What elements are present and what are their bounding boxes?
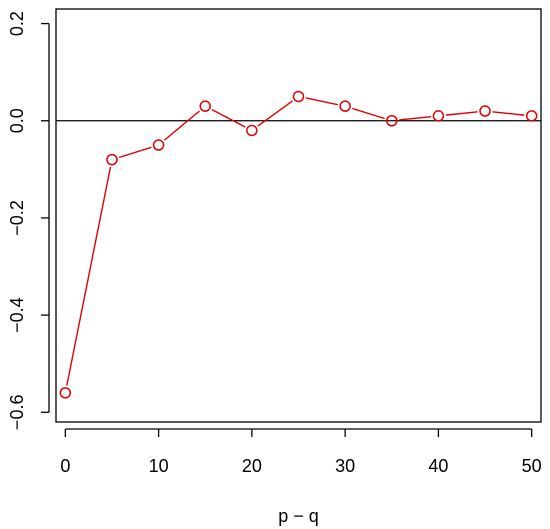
data-point — [106, 153, 118, 166]
series-segment — [163, 110, 200, 141]
data-point — [525, 110, 538, 122]
data-point — [152, 139, 165, 151]
plot-area-frame — [55, 8, 542, 423]
y-tick-label: −0.4 — [7, 297, 27, 333]
y-tick-label: −0.6 — [7, 395, 27, 431]
series-segment — [399, 115, 432, 121]
x-axis-label: p − q — [278, 506, 319, 526]
series-segment — [211, 109, 246, 128]
data-point — [59, 387, 72, 399]
series-segment — [492, 111, 525, 116]
series-layer — [59, 90, 538, 399]
x-tick-label: 20 — [242, 456, 262, 476]
data-point — [386, 115, 398, 127]
data-point — [246, 124, 258, 137]
series-segment — [66, 166, 112, 386]
series-segment — [445, 111, 478, 116]
series-segment — [257, 100, 293, 127]
data-point — [432, 110, 445, 122]
series-segment — [352, 107, 385, 120]
data-point — [292, 90, 305, 103]
y-tick-label: 0.2 — [7, 11, 27, 36]
data-point — [199, 100, 211, 112]
y-tick-label: 0.0 — [7, 108, 27, 133]
x-axis: 0 10 20 30 40 50 — [60, 428, 542, 476]
data-point — [479, 105, 491, 117]
y-tick-label: −0.2 — [7, 200, 27, 236]
y-axis: −0.6 −0.4 −0.2 0.0 0.2 — [7, 11, 50, 431]
x-tick-label: 10 — [149, 456, 169, 476]
series-segment — [305, 97, 338, 106]
series-segment — [118, 146, 152, 159]
data-point — [339, 100, 351, 112]
x-tick-label: 30 — [335, 456, 355, 476]
x-tick-label: 50 — [522, 456, 542, 476]
x-tick-label: 40 — [428, 456, 448, 476]
x-tick-label: 0 — [60, 456, 70, 476]
